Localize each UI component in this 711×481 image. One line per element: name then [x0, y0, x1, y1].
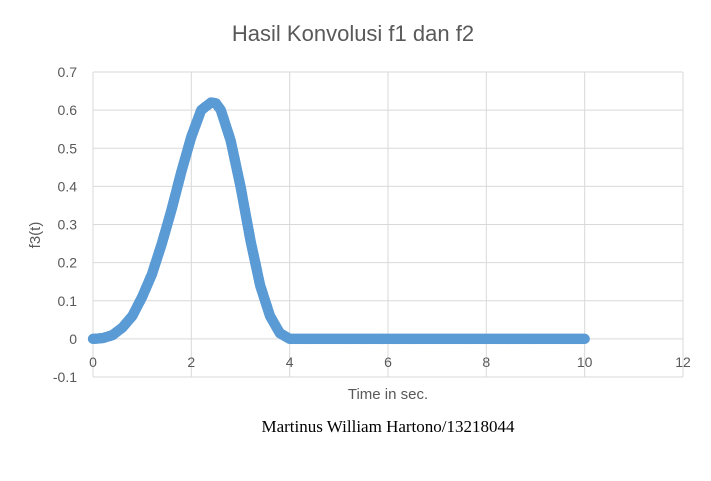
x-axis-ticks: 0 2 4 6 8 10 12: [89, 354, 691, 370]
y-tick-label: 0.2: [58, 255, 78, 271]
y-tick-label: 0.3: [58, 217, 78, 233]
y-tick-label: 0: [69, 331, 77, 347]
y-tick-label: 0.4: [58, 178, 78, 194]
data-point: [579, 333, 590, 345]
gridlines: [92, 71, 684, 378]
data-series: [87, 97, 590, 345]
x-tick-label: 12: [675, 354, 691, 370]
y-tick-label: -0.1: [53, 369, 77, 385]
y-axis-label: f3(t): [27, 222, 44, 249]
x-tick-label: 0: [89, 354, 97, 370]
y-axis-ticks: 0.7 0.6 0.5 0.4 0.3 0.2 0.1 0 -0.1: [53, 64, 77, 385]
x-tick-label: 6: [384, 354, 392, 370]
y-tick-label: 0.6: [58, 102, 78, 118]
y-tick-label: 0.7: [58, 64, 78, 80]
x-tick-label: 8: [482, 354, 490, 370]
x-tick-label: 10: [577, 354, 593, 370]
y-tick-label: 0.5: [58, 140, 78, 156]
x-tick-label: 2: [187, 354, 195, 370]
chart-title: Hasil Konvolusi f1 dan f2: [232, 21, 474, 46]
y-tick-label: 0.1: [58, 293, 78, 309]
author-footer: Martinus William Hartono/13218044: [261, 417, 515, 436]
x-axis-label: Time in sec.: [348, 386, 428, 403]
x-tick-label: 4: [286, 354, 294, 370]
